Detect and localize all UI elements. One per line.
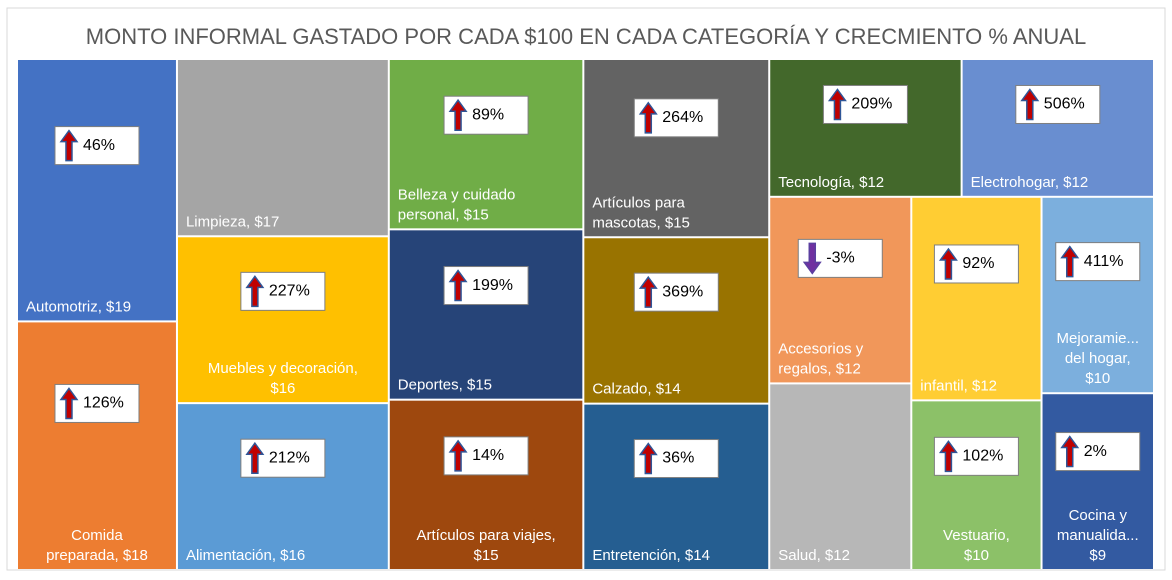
growth-arrow <box>1020 88 1040 121</box>
tile-label: Tecnología, $12 <box>778 174 884 191</box>
growth-label: 506% <box>1044 96 1085 113</box>
tile-label: Salud, $12 <box>778 547 850 564</box>
growth-arrow <box>245 441 265 474</box>
tile <box>1042 197 1153 393</box>
growth-arrow <box>448 439 468 472</box>
growth-arrow <box>938 247 958 280</box>
tile <box>770 60 961 196</box>
tile <box>177 60 388 236</box>
growth-arrow <box>245 275 265 308</box>
growth-label: -3% <box>826 250 854 267</box>
tile <box>1042 394 1153 569</box>
tile-label: Accesorios y regalos, $12 <box>778 340 864 377</box>
tile-label: Alimentación, $16 <box>186 547 305 564</box>
tile-label: Belleza y cuidado personal, $15 <box>398 186 516 223</box>
growth-label: 36% <box>662 450 694 467</box>
tile-label: Comida preparada, $18 <box>46 527 148 564</box>
growth-label: 411% <box>1084 253 1124 270</box>
growth-arrow <box>638 442 658 475</box>
growth-label: 264% <box>662 109 703 126</box>
tile <box>962 60 1153 196</box>
tile <box>912 197 1041 400</box>
tile <box>389 60 583 229</box>
growth-label: 227% <box>269 283 310 300</box>
growth-arrow <box>638 101 658 134</box>
tile <box>770 384 911 569</box>
tile-label: Deportes, $15 <box>398 377 492 394</box>
growth-arrow <box>448 269 468 302</box>
tile-label: infantil, $12 <box>920 377 997 394</box>
tile-label: Vestuario, $10 <box>943 527 1010 564</box>
growth-label: 2% <box>1084 443 1107 460</box>
tile-label: Muebles y decoración, $16 <box>208 360 358 397</box>
tile <box>584 60 769 237</box>
growth-label: 209% <box>851 96 892 113</box>
tile-label: Calzado, $14 <box>592 381 680 398</box>
tile <box>18 60 176 321</box>
tile <box>18 322 176 569</box>
growth-label: 102% <box>962 448 1003 465</box>
tile <box>389 230 583 399</box>
growth-arrow <box>1060 435 1080 468</box>
growth-label: 369% <box>662 283 703 300</box>
tile <box>177 404 388 569</box>
tile <box>584 238 769 403</box>
tile <box>770 197 911 383</box>
chart-title: MONTO INFORMAL GASTADO POR CADA $100 EN … <box>86 24 1086 49</box>
growth-label: 199% <box>472 277 513 294</box>
growth-label: 14% <box>472 447 504 464</box>
growth-label: 92% <box>962 255 994 272</box>
tile-label: Limpieza, $17 <box>186 213 279 230</box>
tile-label: Mejoramie... del hogar, $10 <box>1056 330 1139 387</box>
tile <box>177 237 388 403</box>
growth-arrow <box>448 98 468 131</box>
tile <box>389 400 583 569</box>
tile-label: Electrohogar, $12 <box>971 174 1089 191</box>
growth-label: 126% <box>83 395 124 412</box>
growth-arrow <box>1060 245 1080 278</box>
tile-label: Artículos para viajes, $15 <box>416 527 555 564</box>
growth-arrow <box>802 242 822 275</box>
growth-arrow <box>59 387 79 420</box>
growth-label: 46% <box>83 137 115 154</box>
tile-label: Artículos para mascotas, $15 <box>592 194 690 231</box>
growth-label: 212% <box>269 449 310 466</box>
growth-arrow <box>59 129 79 162</box>
tile-label: Entretención, $14 <box>592 547 710 564</box>
growth-arrow <box>827 88 847 121</box>
tile-label: Automotriz, $19 <box>26 298 131 315</box>
tile <box>584 404 769 569</box>
tile-label: Cocina y manualida... $9 <box>1057 507 1139 564</box>
tile <box>912 401 1041 569</box>
growth-arrow <box>638 275 658 308</box>
growth-label: 89% <box>472 106 504 123</box>
growth-arrow <box>938 440 958 473</box>
